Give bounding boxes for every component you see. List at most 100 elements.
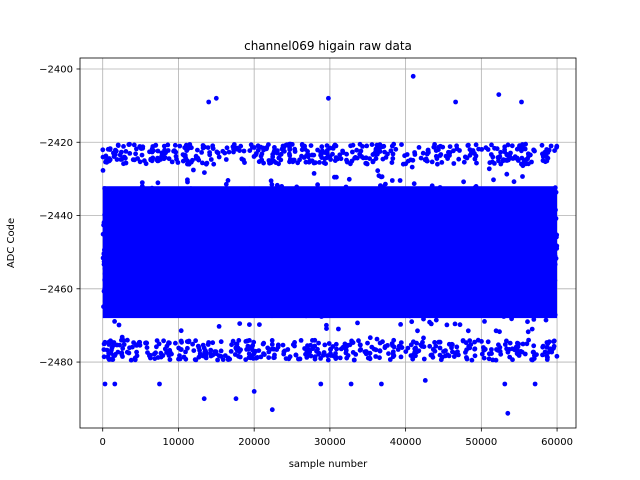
outlier-point: [318, 381, 324, 387]
data-point: [408, 157, 414, 163]
data-point: [102, 212, 108, 218]
data-point: [154, 344, 159, 350]
data-point: [342, 273, 347, 278]
data-point: [148, 352, 153, 358]
data-point: [154, 217, 160, 223]
data-point: [533, 303, 539, 308]
data-point: [493, 238, 499, 244]
data-point: [427, 319, 432, 325]
data-point: [465, 328, 471, 334]
data-point: [472, 353, 478, 359]
data-point: [207, 152, 213, 158]
data-point: [381, 248, 386, 254]
data-point: [252, 215, 257, 220]
data-point: [349, 338, 354, 344]
data-point: [409, 164, 415, 170]
data-point: [530, 200, 536, 205]
data-point: [348, 143, 353, 149]
data-point: [376, 187, 382, 193]
data-point: [548, 260, 553, 266]
data-point: [476, 207, 482, 212]
data-point: [205, 145, 211, 151]
data-point: [146, 224, 152, 230]
data-point: [250, 252, 256, 258]
data-point: [252, 262, 258, 268]
data-point: [324, 148, 330, 153]
data-point: [413, 244, 418, 250]
data-point: [117, 303, 123, 309]
data-point: [213, 204, 218, 210]
data-point: [233, 280, 239, 286]
data-point: [249, 259, 255, 265]
data-point: [225, 355, 231, 361]
data-point: [552, 253, 558, 259]
data-point: [408, 342, 414, 348]
data-point: [285, 249, 290, 254]
data-point: [505, 290, 511, 296]
data-point: [273, 187, 278, 193]
data-point: [215, 263, 220, 269]
data-point: [397, 262, 403, 268]
data-point: [102, 339, 108, 345]
data-point: [490, 274, 496, 280]
data-point: [359, 260, 365, 265]
data-point: [426, 150, 431, 155]
data-point: [293, 352, 299, 358]
data-point: [453, 300, 459, 306]
data-point: [497, 270, 503, 276]
data-point: [159, 253, 165, 258]
data-point: [100, 147, 106, 153]
outlier-point: [496, 92, 502, 97]
data-point: [222, 219, 227, 224]
data-point: [444, 232, 450, 238]
data-point: [209, 285, 215, 291]
data-point: [354, 155, 360, 161]
data-point: [375, 305, 381, 310]
data-point: [536, 235, 541, 241]
data-point: [239, 232, 245, 238]
data-point: [121, 221, 127, 226]
data-point: [269, 248, 275, 254]
data-point: [242, 245, 247, 250]
data-point: [343, 184, 349, 190]
data-point: [408, 239, 414, 245]
data-point: [426, 208, 431, 213]
data-point: [393, 146, 399, 152]
data-point: [280, 342, 286, 348]
data-point: [408, 232, 414, 238]
data-point: [547, 191, 553, 197]
data-point: [253, 244, 259, 250]
data-point: [164, 288, 170, 294]
data-point: [388, 260, 394, 266]
data-point: [475, 277, 480, 282]
data-point: [469, 282, 474, 288]
data-point: [225, 253, 231, 259]
data-point: [259, 157, 264, 163]
data-point: [523, 280, 529, 286]
data-point: [269, 313, 275, 319]
data-point: [547, 225, 553, 231]
data-point: [206, 220, 212, 226]
data-point: [355, 274, 360, 280]
data-point: [404, 152, 410, 157]
data-point: [285, 237, 290, 243]
data-point: [466, 236, 472, 241]
data-point: [133, 151, 139, 157]
data-point: [529, 326, 535, 332]
data-point: [236, 216, 241, 222]
data-point: [196, 354, 202, 360]
data-point: [100, 168, 106, 173]
data-point: [416, 348, 422, 354]
data-point: [290, 264, 296, 270]
data-point: [409, 204, 415, 210]
outlier-point: [410, 73, 416, 79]
data-point: [251, 210, 257, 216]
data-point: [242, 286, 248, 292]
data-point: [419, 244, 425, 250]
data-point: [504, 152, 510, 157]
data-point: [523, 161, 529, 167]
data-point: [470, 200, 476, 206]
data-point: [399, 142, 404, 148]
data-point: [200, 228, 206, 234]
data-point: [137, 159, 143, 165]
